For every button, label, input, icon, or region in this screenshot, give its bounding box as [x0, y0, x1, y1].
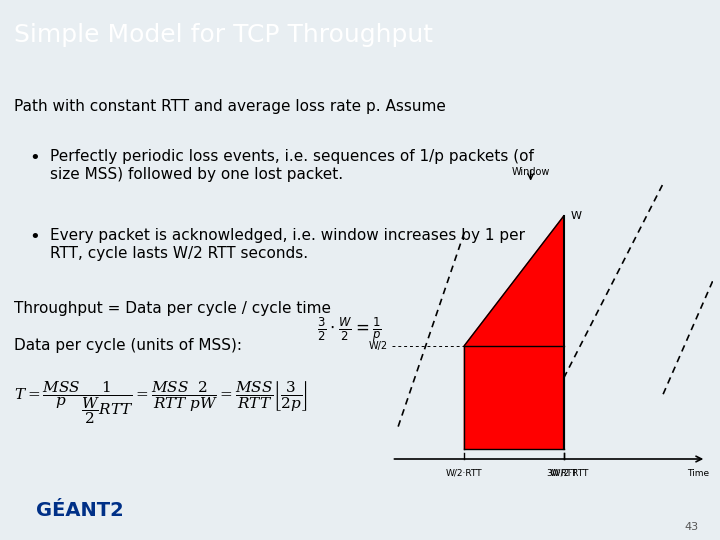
Text: Data per cycle (units of MSS):: Data per cycle (units of MSS): [14, 339, 243, 353]
Polygon shape [464, 216, 564, 449]
Text: GÉANT2: GÉANT2 [36, 501, 124, 520]
Text: Time: Time [688, 469, 709, 478]
Text: W/2·RTT: W/2·RTT [446, 469, 482, 478]
Text: •: • [29, 228, 40, 246]
Text: 3W/2·RTT: 3W/2·RTT [546, 469, 588, 478]
Text: W: W [570, 211, 581, 221]
Text: Throughput = Data per cycle / cycle time: Throughput = Data per cycle / cycle time [14, 301, 331, 316]
Text: W/2: W/2 [369, 341, 388, 350]
Text: •: • [29, 149, 40, 167]
Text: $T=\dfrac{MSS}{p}\dfrac{1}{\dfrac{W}{2}RTT}=\dfrac{MSS}{RTT}\dfrac{2}{pW}=\dfrac: $T=\dfrac{MSS}{p}\dfrac{1}{\dfrac{W}{2}R… [14, 380, 308, 426]
Text: Perfectly periodic loss events, i.e. sequences of 1/p packets (of
size MSS) foll: Perfectly periodic loss events, i.e. seq… [50, 149, 534, 181]
Text: Every packet is acknowledged, i.e. window increases by 1 per
RTT, cycle lasts W/: Every packet is acknowledged, i.e. windo… [50, 228, 526, 261]
Text: Window: Window [511, 167, 550, 178]
Text: $\frac{3}{2}\cdot\frac{W}{2}=\frac{1}{p}$: $\frac{3}{2}\cdot\frac{W}{2}=\frac{1}{p}… [317, 316, 382, 345]
Text: W·RTT: W·RTT [550, 469, 577, 478]
Text: Simple Model for TCP Throughput: Simple Model for TCP Throughput [14, 23, 433, 47]
Text: Path with constant RTT and average loss rate p. Assume: Path with constant RTT and average loss … [14, 99, 446, 114]
Text: 43: 43 [684, 522, 698, 532]
